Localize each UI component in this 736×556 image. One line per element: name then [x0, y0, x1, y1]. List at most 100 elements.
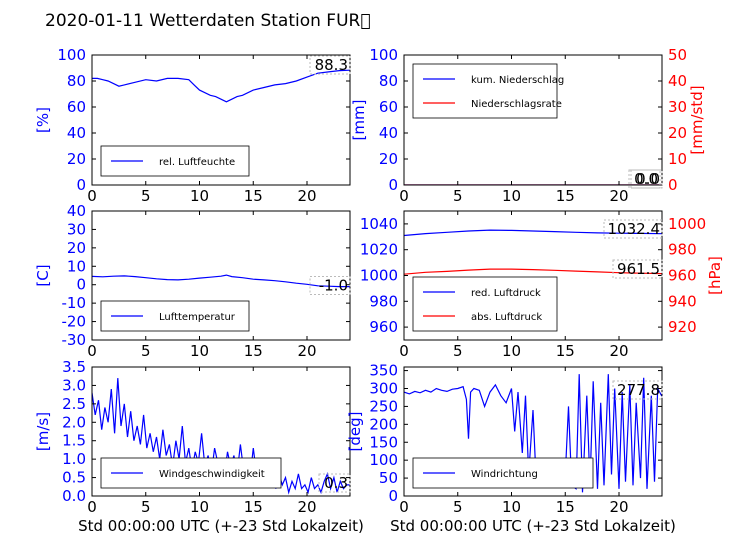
- humidity-y-tick-label: 40: [67, 124, 86, 142]
- humidity-x-tick-label: 0: [87, 187, 97, 205]
- humidity-annotation: 88.3: [315, 56, 348, 74]
- temperature-y-tick-label: 30: [67, 220, 86, 238]
- precipitation-annotation-2: 0.0: [634, 170, 658, 188]
- precipitation-y-tick-label: 60: [379, 98, 398, 116]
- windspeed-x-tick-label: 10: [190, 498, 209, 516]
- windspeed-panel: 0 5 10 15 20 0.00.51.01.52.02.53.03.5 [m/s] Std…: [34, 358, 364, 535]
- pressure-panel: 0 5 10 15 20 960 980 1000 1020 1040 920 940 960 980 10…: [360, 210, 724, 360]
- pressure-annotation: 1032.4: [608, 220, 661, 238]
- precipitation-y-tick-label: 40: [379, 124, 398, 142]
- windspeed-y-axis-label: [m/s]: [34, 412, 52, 451]
- pressure-series-line-0: [404, 229, 662, 237]
- winddirection-y-tick-label: 100: [369, 451, 398, 469]
- pressure-annotation-2-box: [612, 259, 663, 279]
- winddirection-annotation-box: [612, 380, 663, 400]
- pressure-y2-tick-label: 960: [668, 267, 697, 285]
- winddirection-y-tick-label: 350: [369, 362, 398, 380]
- windspeed-y-tick-label: 0.0: [62, 487, 86, 505]
- humidity-y-tick-label: 80: [67, 72, 86, 90]
- precipitation-y-axis-label: [mm]: [350, 100, 368, 141]
- windspeed-x-tick-label: 15: [244, 498, 263, 516]
- humidity-y-axis-label: [%]: [34, 107, 52, 133]
- pressure-y2-tick-label: 940: [668, 292, 697, 310]
- humidity-x-tick-label: 15: [244, 187, 263, 205]
- precipitation-y2-tick-label: 10: [668, 150, 687, 168]
- humidity-x-tick-label: 20: [297, 187, 316, 205]
- pressure-legend-label-0: red. Luftdruck: [471, 288, 541, 299]
- precipitation-annotation-box: [630, 169, 663, 189]
- humidity-legend-label-0: rel. Luftfeuchte: [159, 157, 235, 168]
- temperature-annotation: -1.0: [319, 277, 348, 295]
- precipitation-x-tick-label: 5: [453, 187, 463, 205]
- windspeed-annotation: 0.3: [324, 474, 348, 492]
- winddirection-plot-frame: [403, 366, 663, 497]
- pressure-y-tick-label: 1020: [360, 241, 398, 259]
- windspeed-x-axis-label: Std 00:00:00 UTC (+-23 Std Lokalzeit): [78, 517, 364, 535]
- temperature-annotation-box: [309, 276, 351, 296]
- temperature-legend-label-0: Lufttemperatur: [159, 312, 236, 323]
- winddirection-x-tick-label: 15: [556, 498, 575, 516]
- humidity-y-tick-label: 20: [67, 150, 86, 168]
- pressure-y2-axis-label: [hPa]: [706, 256, 724, 295]
- pressure-y2-tick-label: 980: [668, 241, 697, 259]
- pressure-x-tick-label: 10: [502, 342, 521, 360]
- windspeed-y-tick-label: 0.5: [62, 469, 86, 487]
- precipitation-annotation-2-box: [628, 169, 661, 189]
- precipitation-plot-frame: [403, 54, 663, 186]
- windspeed-y-tick-label: 3.5: [62, 358, 86, 376]
- winddirection-y-tick-label: 250: [369, 397, 398, 415]
- humidity-y-tick-label: 60: [67, 98, 86, 116]
- humidity-y-tick-label: 100: [57, 46, 86, 64]
- precipitation-y-tick-label: 0: [388, 176, 398, 194]
- precipitation-x-tick-label: 10: [502, 187, 521, 205]
- winddirection-y-tick-label: 50: [379, 469, 398, 487]
- winddirection-x-tick-label: 20: [609, 498, 628, 516]
- pressure-legend-label-1: abs. Luftdruck: [471, 312, 542, 323]
- winddirection-y-tick-label: 300: [369, 380, 398, 398]
- precipitation-y2-axis-label: [mm/std]: [688, 85, 706, 154]
- winddirection-x-tick-label: 5: [453, 498, 463, 516]
- pressure-annotation-2: 961.5: [617, 260, 660, 278]
- precipitation-y-tick-label: 80: [379, 72, 398, 90]
- winddirection-y-tick-label: 150: [369, 433, 398, 451]
- windspeed-y-tick-label: 1.0: [62, 450, 86, 468]
- windspeed-legend-label-0: Windgeschwindigkeit: [159, 469, 265, 480]
- temperature-y-tick-label: -10: [62, 294, 87, 312]
- precipitation-x-tick-label: 0: [399, 187, 409, 205]
- precipitation-x-tick-label: 15: [556, 187, 575, 205]
- precipitation-y2-tick-label: 30: [668, 98, 687, 116]
- pressure-y2-tick-label: 920: [668, 318, 697, 336]
- temperature-y-axis-label: [C]: [34, 264, 52, 286]
- precipitation-legend-box: [412, 63, 558, 119]
- pressure-y-tick-label: 960: [369, 318, 398, 336]
- windspeed-y-tick-label: 1.5: [62, 432, 86, 450]
- winddirection-x-tick-label: 0: [399, 498, 409, 516]
- precipitation-annotation: 0.0: [636, 170, 660, 188]
- temperature-x-tick-label: 15: [244, 342, 263, 360]
- temperature-y-tick-label: -30: [62, 331, 87, 349]
- humidity-plot-frame: [91, 54, 351, 186]
- precipitation-y2-tick-label: 0: [668, 176, 678, 194]
- winddirection-y-tick-label: 200: [369, 415, 398, 433]
- temperature-y-tick-label: 0: [76, 276, 86, 294]
- pressure-y2-tick-label: 1000: [668, 215, 706, 233]
- pressure-x-tick-label: 0: [399, 342, 409, 360]
- pressure-x-tick-label: 15: [556, 342, 575, 360]
- pressure-series-line-1: [404, 268, 662, 275]
- windspeed-plot-frame: [91, 366, 351, 497]
- temperature-y-tick-label: 40: [67, 202, 86, 220]
- pressure-y-tick-label: 1000: [360, 267, 398, 285]
- temperature-x-tick-label: 20: [297, 342, 316, 360]
- windspeed-x-tick-label: 5: [141, 498, 151, 516]
- winddirection-x-axis-label: Std 00:00:00 UTC (+-23 Std Lokalzeit): [390, 517, 676, 535]
- winddirection-y-tick-label: 0: [388, 487, 398, 505]
- temperature-y-tick-label: 20: [67, 239, 86, 257]
- temperature-x-tick-label: 5: [141, 342, 151, 360]
- pressure-y-tick-label: 1040: [360, 215, 398, 233]
- precipitation-y2-tick-label: 20: [668, 124, 687, 142]
- winddirection-legend-label-0: Windrichtung: [471, 469, 538, 480]
- windspeed-annotation-box: [318, 473, 351, 493]
